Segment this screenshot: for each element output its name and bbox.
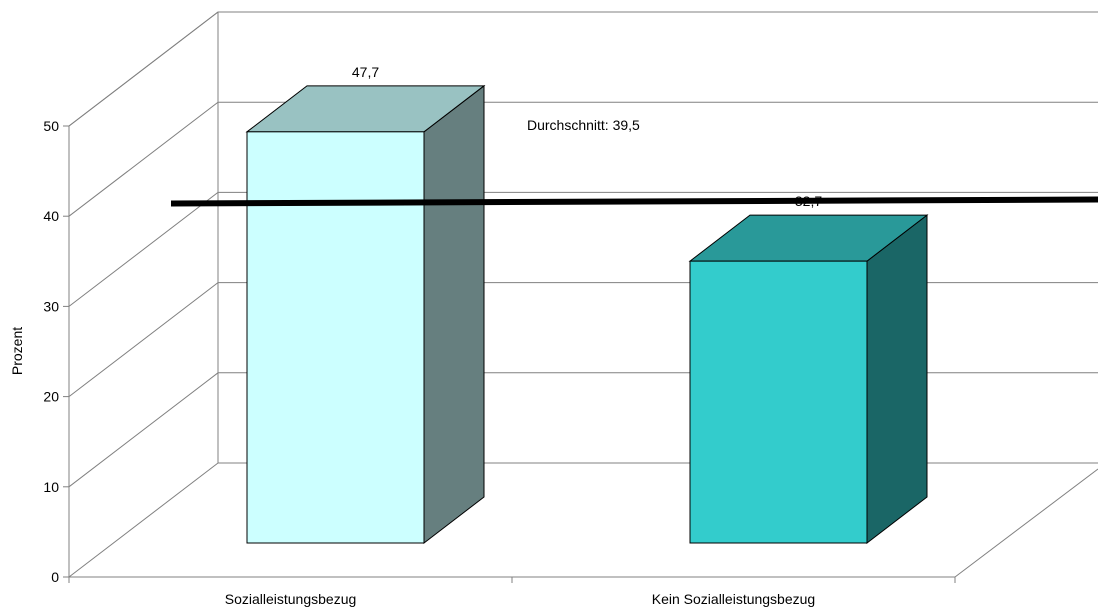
y-ticks: 0 10 20 30 40 50 (43, 118, 69, 585)
bar-front (246, 131, 425, 544)
y-tick-label: 20 (43, 389, 59, 405)
gridline (68, 372, 1098, 488)
bar-side (423, 84, 485, 545)
gridline (68, 11, 219, 127)
value-labels: 47,7 32,7 (352, 64, 822, 209)
chart-walls (68, 12, 1098, 578)
bar-value-label: 32,7 (795, 193, 822, 209)
gridline (68, 11, 1098, 127)
bar-value-label: 47,7 (352, 64, 379, 80)
bar-2 (688, 214, 929, 545)
x-tick-label: Sozialleistungsbezug (225, 591, 357, 607)
y-tick-label: 50 (43, 118, 59, 134)
y-axis: 0 10 20 30 40 50 Prozent (9, 118, 70, 585)
y-tick-label: 10 (43, 479, 59, 495)
bar-front (689, 260, 868, 544)
floor-depth-left (68, 462, 219, 578)
y-axis-label: Prozent (9, 327, 25, 375)
x-axis: Sozialleistungsbezug Kein Sozialleistungs… (68, 577, 956, 607)
gridlines (68, 11, 1098, 488)
average-line (170, 196, 1098, 207)
gridline (68, 101, 1098, 217)
y-tick-label: 0 (51, 569, 59, 585)
bar-side (866, 214, 928, 545)
y-tick-label: 40 (43, 208, 59, 224)
bar-1 (245, 84, 486, 545)
reference-line-group: Durchschnitt: 39,5 (170, 117, 1098, 207)
floor-depth-right (954, 468, 1098, 578)
x-tick-label: Kein Sozialleistungsbezug (652, 591, 815, 607)
y-tick-label: 30 (43, 298, 59, 314)
average-line-label: Durchschnitt: 39,5 (527, 117, 640, 133)
gridline (68, 282, 1098, 397)
bars (245, 84, 929, 545)
gridline (68, 191, 1098, 307)
